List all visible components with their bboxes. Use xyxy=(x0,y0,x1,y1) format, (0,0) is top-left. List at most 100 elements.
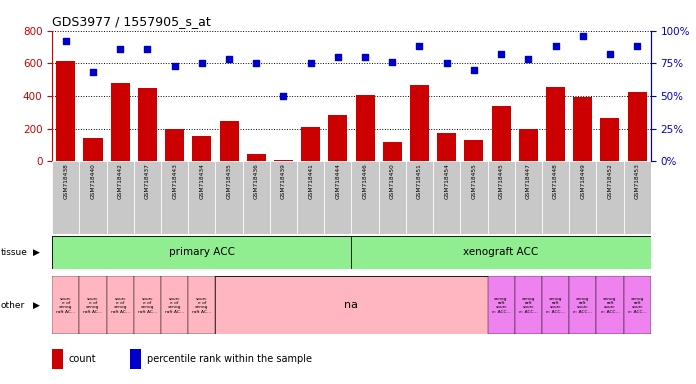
Text: GSM718448: GSM718448 xyxy=(553,164,558,199)
Text: GSM718447: GSM718447 xyxy=(525,164,531,199)
Bar xyxy=(491,106,511,161)
Bar xyxy=(515,161,542,234)
Point xyxy=(631,43,642,50)
Bar xyxy=(410,85,429,161)
Text: xenog
raft
sourc
e: ACC…: xenog raft sourc e: ACC… xyxy=(574,297,592,314)
Text: GSM718452: GSM718452 xyxy=(608,164,612,199)
Point xyxy=(278,93,289,99)
Text: sourc
e of
xenog
raft AC…: sourc e of xenog raft AC… xyxy=(56,297,75,314)
Text: GSM718438: GSM718438 xyxy=(63,164,68,199)
Bar xyxy=(379,161,406,234)
Point xyxy=(387,59,398,65)
Bar xyxy=(138,88,157,161)
Bar xyxy=(433,161,460,234)
Bar xyxy=(515,276,542,334)
Text: GSM718436: GSM718436 xyxy=(254,164,259,199)
Bar xyxy=(52,161,79,234)
Bar xyxy=(406,161,433,234)
Point xyxy=(332,54,343,60)
Text: sourc
e of
xenog
raft AC…: sourc e of xenog raft AC… xyxy=(138,297,157,314)
Text: sourc
e of
xenog
raft AC…: sourc e of xenog raft AC… xyxy=(165,297,184,314)
Point xyxy=(523,56,534,63)
Bar xyxy=(106,161,134,234)
Bar xyxy=(628,92,647,161)
Bar xyxy=(216,161,243,234)
Bar xyxy=(569,161,596,234)
Text: ▶: ▶ xyxy=(33,248,40,257)
Bar xyxy=(79,161,106,234)
Bar xyxy=(351,161,379,234)
Bar xyxy=(460,161,487,234)
Bar xyxy=(188,276,216,334)
Bar xyxy=(542,161,569,234)
Text: GSM718451: GSM718451 xyxy=(417,164,422,199)
Text: other: other xyxy=(1,301,25,310)
Text: tissue: tissue xyxy=(1,248,28,257)
Text: GSM718441: GSM718441 xyxy=(308,164,313,199)
Text: GSM718440: GSM718440 xyxy=(90,164,95,199)
Bar xyxy=(569,276,596,334)
Point xyxy=(61,38,72,44)
Bar xyxy=(437,133,456,161)
Text: GSM718443: GSM718443 xyxy=(172,164,177,199)
Bar xyxy=(106,276,134,334)
Text: GSM718435: GSM718435 xyxy=(226,164,232,199)
Bar xyxy=(487,161,515,234)
Bar xyxy=(246,154,266,161)
Text: sourc
e of
xenog
raft AC…: sourc e of xenog raft AC… xyxy=(111,297,130,314)
Bar xyxy=(383,142,402,161)
Point xyxy=(360,54,371,60)
Text: primary ACC: primary ACC xyxy=(169,247,235,258)
Bar xyxy=(52,276,79,334)
Point xyxy=(496,51,507,57)
Text: GSM718444: GSM718444 xyxy=(335,164,340,199)
Text: GSM718445: GSM718445 xyxy=(498,164,504,199)
Bar xyxy=(546,87,565,161)
Point xyxy=(251,60,262,66)
Text: xenog
raft
sourc
e: ACC…: xenog raft sourc e: ACC… xyxy=(519,297,538,314)
Point xyxy=(142,46,153,52)
Point xyxy=(604,51,615,57)
Bar xyxy=(297,161,324,234)
Bar xyxy=(111,83,129,161)
Text: na: na xyxy=(345,300,358,310)
Text: xenog
raft
sourc
e: ACC…: xenog raft sourc e: ACC… xyxy=(601,297,619,314)
Point xyxy=(305,60,316,66)
Text: sourc
e of
xenog
raft AC…: sourc e of xenog raft AC… xyxy=(192,297,212,314)
Text: xenog
raft
sourc
e: ACC…: xenog raft sourc e: ACC… xyxy=(546,297,565,314)
Text: GSM718434: GSM718434 xyxy=(199,164,205,199)
Bar xyxy=(243,161,270,234)
Point xyxy=(577,33,588,39)
Bar xyxy=(356,95,374,161)
Bar xyxy=(192,136,212,161)
Bar xyxy=(219,121,239,161)
Text: GSM718455: GSM718455 xyxy=(471,164,477,199)
Bar xyxy=(56,61,75,161)
Bar xyxy=(601,118,619,161)
Bar xyxy=(52,349,63,369)
Text: GSM718453: GSM718453 xyxy=(635,164,640,199)
Text: GSM718439: GSM718439 xyxy=(281,164,286,199)
Bar xyxy=(624,161,651,234)
Bar xyxy=(351,236,651,269)
Text: GSM718446: GSM718446 xyxy=(363,164,367,199)
Point xyxy=(115,46,126,52)
Bar xyxy=(161,276,188,334)
Bar xyxy=(134,276,161,334)
Text: xenog
raft
sourc
e: ACC…: xenog raft sourc e: ACC… xyxy=(628,297,647,314)
Bar xyxy=(130,349,141,369)
Text: GSM718442: GSM718442 xyxy=(118,164,122,199)
Bar xyxy=(519,129,538,161)
Bar xyxy=(624,276,651,334)
Text: GSM718450: GSM718450 xyxy=(390,164,395,199)
Bar xyxy=(274,160,293,161)
Text: GSM718454: GSM718454 xyxy=(444,164,449,199)
Bar xyxy=(52,236,351,269)
Bar xyxy=(216,276,487,334)
Bar xyxy=(596,161,624,234)
Text: sourc
e of
xenog
raft AC…: sourc e of xenog raft AC… xyxy=(84,297,102,314)
Text: count: count xyxy=(69,354,97,364)
Bar xyxy=(270,161,297,234)
Text: GDS3977 / 1557905_s_at: GDS3977 / 1557905_s_at xyxy=(52,15,211,28)
Point xyxy=(414,43,425,50)
